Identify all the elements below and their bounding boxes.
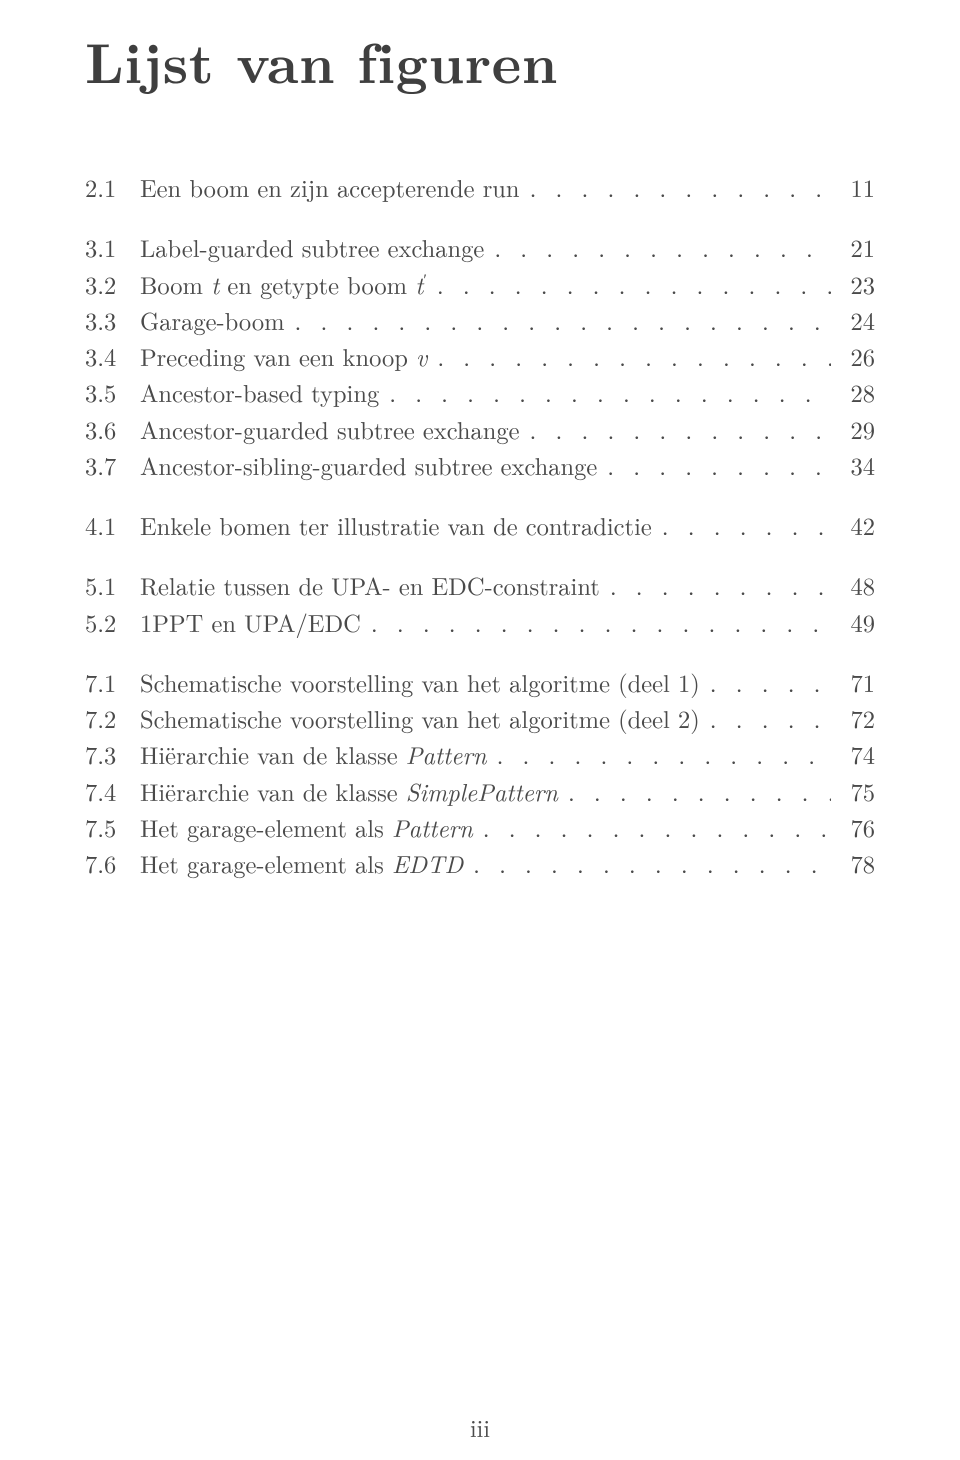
entry-label: Ancestor-based typing: [140, 375, 379, 411]
entry-page: 76: [831, 810, 875, 846]
entry-label: Hiërarchie van de klasse SimplePattern: [140, 774, 558, 810]
toc-entry: 5.21PPT en UPA/EDC. . . . . . . . . . . …: [85, 605, 875, 641]
toc-entry: 7.2Schematische voorstelling van het alg…: [85, 701, 875, 737]
entry-page: 26: [831, 339, 875, 375]
toc-entry: 7.4Hiërarchie van de klasse SimplePatter…: [85, 774, 875, 810]
entry-label: Schematische voorstelling van het algori…: [140, 701, 700, 737]
entry-page: 24: [831, 303, 875, 339]
entry-number: 7.2: [85, 701, 140, 737]
entry-number: 5.1: [85, 568, 140, 604]
entry-label: Ancestor-guarded subtree exchange: [140, 412, 520, 448]
dot-leader: . . . . . . . . . . . . . . . . . . . . …: [427, 339, 831, 375]
entry-label: Schematische voorstelling van het algori…: [140, 665, 700, 701]
entry-number: 5.2: [85, 605, 140, 641]
toc-entry: 7.1Schematische voorstelling van het alg…: [85, 665, 875, 701]
dot-leader: . . . . . . . . . . . . . . . . . . . . …: [463, 846, 831, 882]
toc-entry: 3.6Ancestor-guarded subtree exchange. . …: [85, 412, 875, 448]
toc-entry: 3.2Boom t en getypte boom t′. . . . . . …: [85, 267, 875, 303]
entry-number: 3.7: [85, 448, 140, 484]
entry-number: 3.2: [85, 267, 140, 303]
entry-label: Het garage-element als Pattern: [140, 810, 473, 846]
dot-leader: . . . . . . . . . . . . . . . . . . . . …: [484, 230, 831, 266]
toc-entry: 4.1Enkele bomen ter illustratie van de c…: [85, 508, 875, 544]
entry-page: 21: [831, 230, 875, 266]
entry-page: 48: [831, 568, 875, 604]
entry-number: 7.3: [85, 737, 140, 773]
page-title: Lijst van figuren: [85, 20, 875, 100]
entry-page: 23: [831, 267, 875, 303]
entry-page: 42: [831, 508, 875, 544]
toc-entry: 3.3Garage-boom. . . . . . . . . . . . . …: [85, 303, 875, 339]
toc-group: 2.1Een boom en zijn accepterende run. . …: [85, 170, 875, 206]
entry-label: Garage-boom: [140, 303, 285, 339]
entry-number: 3.4: [85, 339, 140, 375]
entry-page: 74: [831, 737, 875, 773]
toc-entry: 5.1Relatie tussen de UPA- en EDC-constra…: [85, 568, 875, 604]
entry-page: 11: [831, 170, 875, 206]
entry-label: Label-guarded subtree exchange: [140, 230, 484, 266]
entry-number: 7.6: [85, 846, 140, 882]
dot-leader: . . . . . . . . . . . . . . . . . . . . …: [487, 737, 831, 773]
entry-number: 2.1: [85, 170, 140, 206]
toc-entry: 3.5Ancestor-based typing. . . . . . . . …: [85, 375, 875, 411]
toc-group: 7.1Schematische voorstelling van het alg…: [85, 665, 875, 883]
toc-entry: 3.1Label-guarded subtree exchange. . . .…: [85, 230, 875, 266]
entry-label: 1PPT en UPA/EDC: [140, 605, 361, 641]
entry-number: 3.3: [85, 303, 140, 339]
dot-leader: . . . . . . . . . . . . . . . . . . . . …: [652, 508, 831, 544]
toc-entry: 7.5Het garage-element als Pattern. . . .…: [85, 810, 875, 846]
dot-leader: . . . . . . . . . . . . . . . . . . . . …: [473, 810, 831, 846]
entry-page: 78: [831, 846, 875, 882]
entry-page: 71: [831, 665, 875, 701]
toc-group: 3.1Label-guarded subtree exchange. . . .…: [85, 230, 875, 484]
entry-label: Relatie tussen de UPA- en EDC-constraint: [140, 568, 600, 604]
toc-entry: 2.1Een boom en zijn accepterende run. . …: [85, 170, 875, 206]
entry-page: 72: [831, 701, 875, 737]
list-of-figures: 2.1Een boom en zijn accepterende run. . …: [85, 170, 875, 882]
dot-leader: . . . . . . . . . . . . . . . . . . . . …: [520, 412, 831, 448]
toc-entry: 3.7Ancestor-sibling-guarded subtree exch…: [85, 448, 875, 484]
dot-leader: . . . . . . . . . . . . . . . . . . . . …: [379, 375, 831, 411]
entry-label: Enkele bomen ter illustratie van de cont…: [140, 508, 652, 544]
dot-leader: . . . . . . . . . . . . . . . . . . . . …: [520, 170, 831, 206]
dot-leader: . . . . . . . . . . . . . . . . . . . . …: [285, 303, 831, 339]
toc-group: 4.1Enkele bomen ter illustratie van de c…: [85, 508, 875, 544]
entry-number: 7.4: [85, 774, 140, 810]
dot-leader: . . . . . . . . . . . . . . . . . . . . …: [700, 701, 831, 737]
entry-label: Boom t en getypte boom t′: [140, 267, 427, 303]
entry-number: 3.5: [85, 375, 140, 411]
toc-entry: 3.4Preceding van een knoop v. . . . . . …: [85, 339, 875, 375]
dot-leader: . . . . . . . . . . . . . . . . . . . . …: [600, 568, 831, 604]
toc-entry: 7.3Hiërarchie van de klasse Pattern. . .…: [85, 737, 875, 773]
dot-leader: . . . . . . . . . . . . . . . . . . . . …: [558, 774, 831, 810]
toc-group: 5.1Relatie tussen de UPA- en EDC-constra…: [85, 568, 875, 641]
entry-label: Hiërarchie van de klasse Pattern: [140, 737, 487, 773]
dot-leader: . . . . . . . . . . . . . . . . . . . . …: [700, 665, 831, 701]
entry-label: Preceding van een knoop v: [140, 339, 427, 375]
entry-label: Een boom en zijn accepterende run: [140, 170, 520, 206]
entry-number: 7.1: [85, 665, 140, 701]
entry-number: 3.1: [85, 230, 140, 266]
dot-leader: . . . . . . . . . . . . . . . . . . . . …: [361, 605, 831, 641]
entry-page: 49: [831, 605, 875, 641]
entry-page: 28: [831, 375, 875, 411]
entry-page: 29: [831, 412, 875, 448]
entry-number: 7.5: [85, 810, 140, 846]
dot-leader: . . . . . . . . . . . . . . . . . . . . …: [427, 267, 831, 303]
dot-leader: . . . . . . . . . . . . . . . . . . . . …: [597, 448, 831, 484]
entry-label: Het garage-element als EDTD: [140, 846, 463, 882]
entry-number: 4.1: [85, 508, 140, 544]
entry-page: 75: [831, 774, 875, 810]
entry-label: Ancestor-sibling-guarded subtree exchang…: [140, 448, 597, 484]
toc-entry: 7.6Het garage-element als EDTD. . . . . …: [85, 846, 875, 882]
entry-page: 34: [831, 448, 875, 484]
page-number: iii: [0, 1410, 960, 1444]
entry-number: 3.6: [85, 412, 140, 448]
